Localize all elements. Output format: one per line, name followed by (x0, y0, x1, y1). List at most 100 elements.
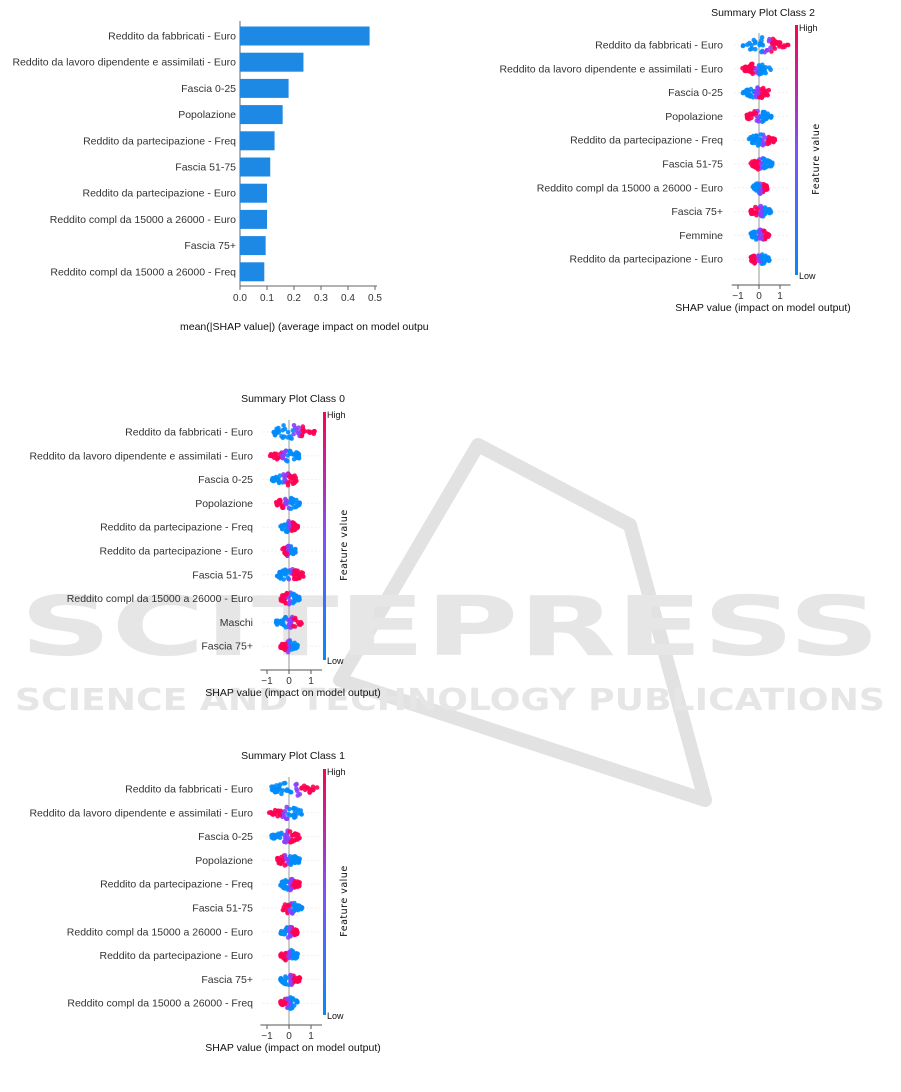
class1-point (269, 835, 275, 840)
class2-point (755, 85, 761, 91)
class1-label-fascia-0-25: Fascia 0-25 (198, 831, 253, 843)
class0-label-reddito-da-partecipazione-euro: Reddito da partecipazione - Euro (99, 546, 253, 558)
class1-point (292, 880, 298, 886)
class0-swarm-fascia-0-25 (269, 471, 299, 488)
class0-point (284, 591, 290, 596)
class2-point (759, 49, 764, 55)
class2-point (765, 111, 770, 116)
class0-point (281, 472, 286, 477)
class0-label-reddito-da-partecipazione-freq: Reddito da partecipazione - Freq (100, 522, 253, 534)
class1-point (296, 859, 302, 864)
class1-point (287, 880, 293, 886)
class2-swarm-femmine (748, 227, 772, 242)
class1-swarm-reddito-compl-da-15000-a-26000-euro (278, 924, 300, 940)
watermark-logo-shape (333, 438, 712, 807)
class2-title: Summary Plot Class 2 (711, 7, 815, 19)
class2-point (742, 68, 748, 73)
class2-point (757, 95, 762, 100)
class2-point (751, 136, 757, 142)
class0-point (282, 567, 288, 572)
class2-swarm-reddito-da-partecipazione-freq (746, 132, 778, 148)
class2-point (753, 39, 758, 45)
class0-title: Summary Plot Class 0 (241, 393, 345, 405)
bar-label-popolazione: Popolazione (178, 109, 236, 121)
class1-point (294, 831, 300, 837)
class2-point (762, 160, 767, 166)
class2-point (754, 229, 759, 235)
class2-point (761, 156, 766, 161)
class0-point (300, 426, 306, 432)
class0-swarm-fascia-75 (278, 638, 300, 655)
class2-point (754, 159, 760, 164)
class2-point (760, 119, 765, 124)
class1-point (292, 838, 297, 843)
class0-point (274, 456, 280, 462)
class0-point (293, 550, 298, 555)
class2-point (768, 45, 773, 50)
class0-swarm-reddito-da-partecipazione-freq (278, 518, 301, 534)
class1-label-reddito-compl-da-15000-a-26000-euro: Reddito compl da 15000 a 26000 - Euro (67, 926, 253, 938)
bar-reddito-compl-da-15000-a-26000-freq (240, 262, 265, 282)
class1-swarm-fascia-75 (278, 972, 303, 988)
class2-swarm-reddito-da-lavoro-dipendente-e-assimilati-euro (740, 61, 773, 77)
class2-point (756, 119, 761, 124)
class0-point (286, 569, 291, 575)
class2-point (748, 86, 754, 92)
class0-point (280, 619, 286, 625)
class2-point (785, 42, 791, 48)
class0-point (291, 474, 296, 480)
class2-label-fascia-0-25: Fascia 0-25 (668, 87, 723, 99)
class0-point (287, 451, 293, 457)
class0-point (301, 574, 306, 579)
class2-point (769, 162, 775, 168)
class0-point (274, 426, 279, 432)
class1-point (294, 977, 299, 982)
class1-point (282, 902, 288, 907)
bar-x-tick-label: 0.2 (287, 293, 301, 304)
class2-point (765, 141, 770, 147)
class2-label-reddito-compl-da-15000-a-26000-euro: Reddito compl da 15000 a 26000 - Euro (537, 182, 723, 194)
class1-colorbar-label: Feature value (339, 865, 350, 936)
class0-swarm-reddito-compl-da-15000-a-26000-euro (278, 590, 302, 607)
class2-point (769, 41, 775, 46)
class0-point (291, 423, 297, 428)
bar-x-tick-label: 0.1 (260, 293, 274, 304)
class1-point (286, 903, 292, 909)
class0-point (281, 434, 287, 439)
class2-point (766, 255, 771, 260)
class1-point (276, 860, 282, 866)
class1-swarm-fascia-51-75 (280, 900, 305, 916)
class2-x-tick-label: 1 (777, 291, 783, 302)
class1-label-reddito-da-lavoro-dipendente-e-assimilati-euro: Reddito da lavoro dipendente e assimilat… (29, 807, 253, 819)
bar-reddito-da-partecipazione-euro (240, 183, 267, 203)
bar-x-tick-label: 0.4 (341, 293, 355, 304)
class2-point (753, 66, 759, 71)
class1-point (281, 907, 287, 913)
summary-plot-class-1: Summary Plot Class 1 Reddito da fabbricat… (29, 750, 380, 1054)
class2-point (749, 46, 755, 51)
class2-point (750, 253, 755, 259)
class1-swarm-fascia-0-25 (269, 828, 302, 845)
class0-point (281, 643, 287, 648)
class1-x-tick-label: 0 (286, 1031, 292, 1042)
class0-point (290, 623, 296, 629)
class2-point (761, 113, 766, 118)
class0-point (293, 644, 299, 650)
class1-point (288, 973, 293, 978)
class0-point (283, 502, 288, 507)
class0-point (280, 598, 286, 604)
class0-point (306, 429, 311, 434)
bar-x-axis-label: mean(|SHAP value|) (average impact on mo… (180, 321, 429, 333)
class0-point (286, 522, 292, 527)
class2-point (757, 72, 762, 77)
class2-x-tick-label: −1 (732, 291, 744, 302)
class1-point (269, 787, 275, 793)
bar-label-reddito-da-lavoro-dipendente-e-assimilati-euro: Reddito da lavoro dipendente e assimilat… (12, 57, 236, 69)
class1-point (293, 782, 299, 788)
class0-point (288, 506, 294, 512)
class1-point (275, 856, 281, 861)
class2-label-popolazione: Popolazione (665, 111, 723, 123)
class1-point (278, 952, 283, 957)
class2-point (756, 253, 761, 258)
class0-point (285, 430, 291, 435)
